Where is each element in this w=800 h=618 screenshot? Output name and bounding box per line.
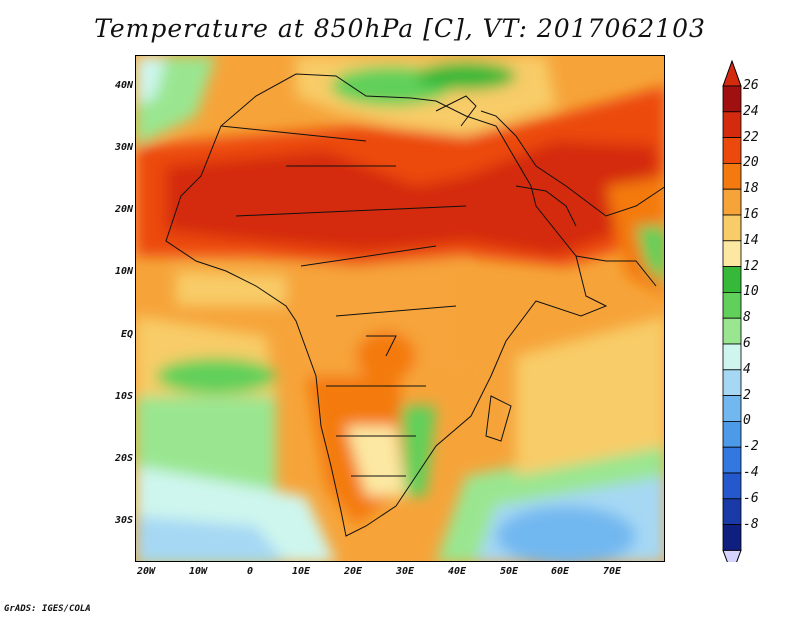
colorbar-tick-label: 16: [743, 207, 759, 222]
lon-label-20e: 20E: [343, 566, 363, 577]
colorbar-swatch: [722, 317, 742, 345]
colorbar-over-arrow: [722, 60, 742, 87]
temperature-map: [135, 55, 665, 562]
colorbar-swatch: [722, 472, 742, 500]
colorbar-swatch: [722, 446, 742, 474]
lat-label-30s: 30S: [114, 515, 133, 526]
colorbar-tick-label: 10: [743, 284, 759, 300]
lon-label-60e: 60E: [550, 566, 570, 577]
colorbar-swatch: [722, 369, 742, 396]
lat-label-10s: 10S: [114, 391, 133, 402]
colorbar-tick-label: 20: [743, 155, 759, 171]
lon-label-0: 0: [246, 566, 254, 577]
colorbar-swatch: [722, 214, 742, 242]
colorbar-swatch: [722, 266, 742, 293]
colorbar-tick-label: 26: [743, 78, 759, 93]
lat-label-20s: 20S: [114, 453, 133, 464]
colorbar-swatch: [722, 85, 742, 113]
temperature-colorbar: [722, 60, 742, 562]
colorbar-swatch: [722, 343, 742, 371]
colorbar-swatch: [722, 420, 742, 448]
colorbar-tick-label: -2: [743, 439, 759, 455]
map-title: Temperature at 850hPa [C], VT: 201706210…: [94, 14, 706, 43]
colorbar-tick-label: 12: [743, 258, 759, 274]
lon-label-50e: 50E: [499, 566, 519, 577]
colorbar-swatch: [722, 498, 742, 525]
lon-label-30e: 30E: [395, 566, 415, 577]
colorbar-tick-label: -6: [743, 490, 759, 506]
lat-label-eq: EQ: [120, 329, 133, 340]
colorbar-swatch: [722, 163, 742, 190]
credit-text: GrADS: IGES/COLA: [4, 604, 91, 614]
colorbar-tick-label: 24: [743, 103, 759, 119]
colorbar-tick-label: 14: [743, 232, 759, 248]
colorbar-tick-label: 22: [743, 129, 759, 145]
colorbar-swatch: [722, 188, 742, 216]
colorbar-tick-label: 0: [743, 413, 751, 429]
colorbar-swatch: [722, 291, 742, 319]
lon-label-40e: 40E: [447, 566, 467, 577]
colorbar-tick-label: 18: [743, 181, 759, 197]
colorbar-swatch: [722, 524, 742, 551]
colorbar-tick-label: 8: [743, 310, 751, 326]
colorbar-swatch: [722, 395, 742, 422]
colorbar-tick-label: -4: [743, 465, 759, 480]
lon-label-20w: 20W: [136, 566, 156, 577]
colorbar-tick-label: 6: [743, 336, 751, 351]
colorbar-tick-label: 4: [743, 361, 751, 377]
colorbar-swatch: [722, 111, 742, 138]
lat-label-20n: 20N: [114, 204, 133, 215]
colorbar-swatch: [722, 240, 742, 268]
colorbar-tick-label: 2: [743, 387, 751, 403]
lat-label-40n: 40N: [114, 80, 133, 91]
colorbar-under-arrow: [722, 549, 742, 562]
lat-label-10n: 10N: [114, 266, 133, 277]
lon-label-70e: 70E: [602, 566, 622, 577]
temperature-field: [136, 56, 664, 561]
lon-label-10e: 10E: [291, 566, 311, 577]
lat-label-30n: 30N: [114, 142, 133, 153]
colorbar-tick-label: -8: [743, 516, 759, 532]
lon-label-10w: 10W: [188, 566, 208, 577]
colorbar-swatch: [722, 137, 742, 164]
